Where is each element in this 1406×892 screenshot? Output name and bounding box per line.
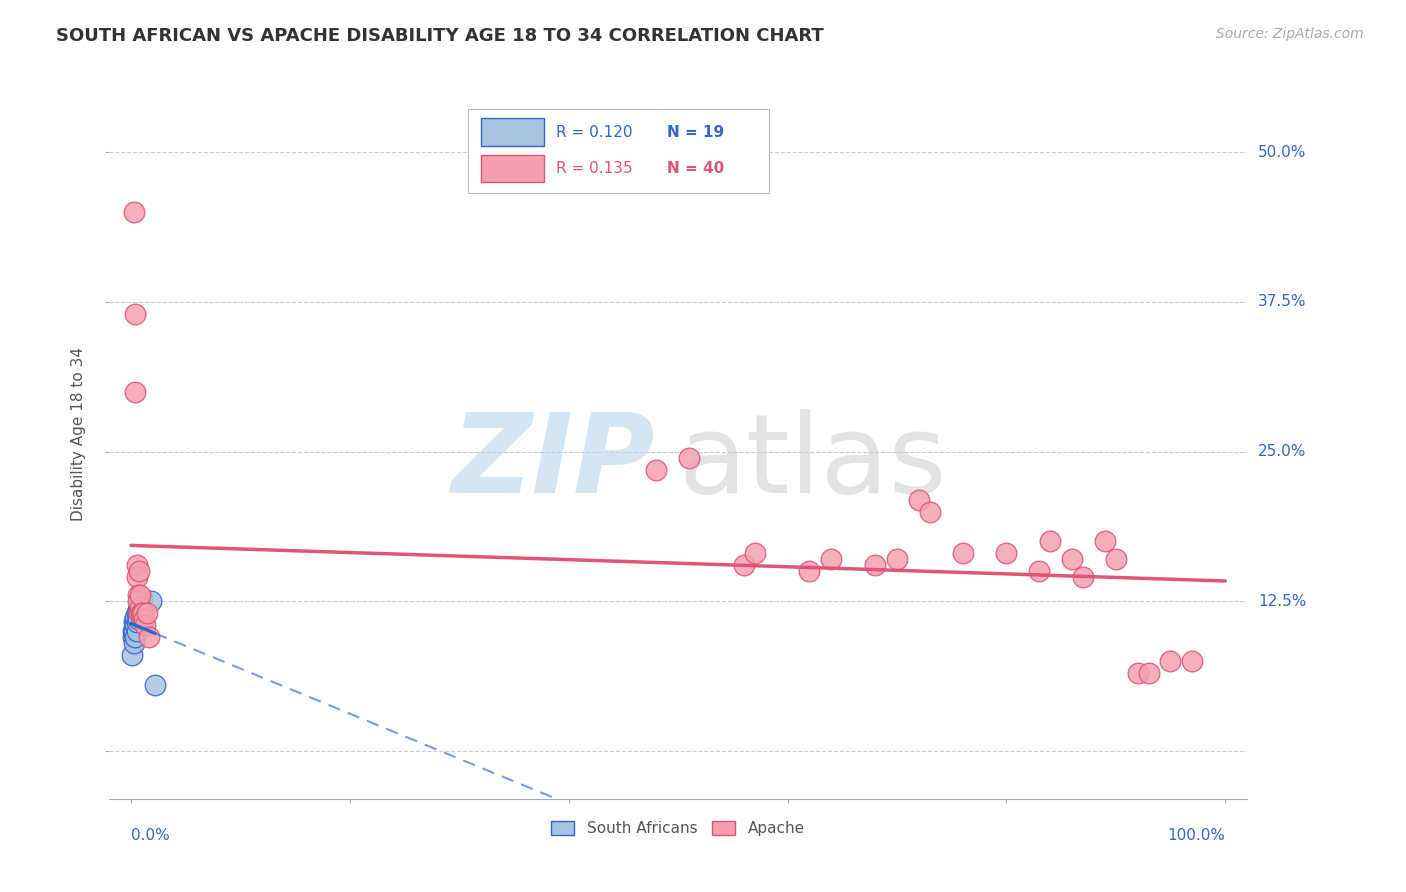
Point	[127, 612, 149, 626]
Point	[820, 552, 842, 566]
Point	[134, 612, 156, 626]
Point	[138, 630, 160, 644]
Point	[1137, 666, 1160, 681]
Point	[122, 630, 145, 644]
Point	[1071, 570, 1094, 584]
Text: R = 0.120: R = 0.120	[557, 125, 633, 139]
Point	[1181, 654, 1204, 668]
Point	[124, 205, 146, 219]
Point	[744, 546, 766, 560]
Point	[124, 636, 146, 650]
Point	[128, 600, 150, 615]
Text: N = 40: N = 40	[666, 161, 724, 176]
Text: 37.5%: 37.5%	[1258, 294, 1306, 310]
Point	[952, 546, 974, 560]
Point	[1094, 534, 1116, 549]
Text: 12.5%: 12.5%	[1258, 594, 1306, 609]
Point	[645, 462, 668, 476]
Point	[122, 624, 145, 639]
Point	[131, 607, 153, 621]
Point	[125, 570, 148, 584]
Text: N = 19: N = 19	[666, 125, 724, 139]
Point	[1028, 565, 1050, 579]
Text: Source: ZipAtlas.com: Source: ZipAtlas.com	[1216, 27, 1364, 41]
Legend: South Africans, Apache: South Africans, Apache	[546, 814, 811, 842]
Text: ZIP: ZIP	[451, 409, 655, 516]
Text: R = 0.135: R = 0.135	[557, 161, 633, 176]
Point	[128, 600, 150, 615]
Point	[124, 610, 146, 624]
Point	[995, 546, 1018, 560]
Text: 0.0%: 0.0%	[131, 828, 170, 843]
Point	[1126, 666, 1149, 681]
Point	[733, 558, 755, 573]
Point	[134, 618, 156, 632]
Point	[124, 618, 146, 632]
Point	[128, 565, 150, 579]
Point	[131, 591, 153, 605]
Text: 50.0%: 50.0%	[1258, 145, 1306, 160]
Text: 100.0%: 100.0%	[1167, 828, 1225, 843]
Point	[907, 492, 929, 507]
Point	[128, 588, 150, 602]
Bar	[481, 118, 544, 146]
Point	[125, 615, 148, 629]
Point	[121, 648, 143, 663]
Y-axis label: Disability Age 18 to 34: Disability Age 18 to 34	[72, 347, 86, 521]
Point	[127, 602, 149, 616]
Point	[129, 607, 152, 621]
Point	[136, 607, 159, 621]
Point	[125, 558, 148, 573]
Point	[128, 607, 150, 621]
Point	[127, 594, 149, 608]
Point	[125, 624, 148, 639]
Point	[124, 630, 146, 644]
Point	[886, 552, 908, 566]
Point	[863, 558, 886, 573]
Point	[124, 384, 146, 399]
Text: SOUTH AFRICAN VS APACHE DISABILITY AGE 18 TO 34 CORRELATION CHART: SOUTH AFRICAN VS APACHE DISABILITY AGE 1…	[56, 27, 824, 45]
Bar	[481, 154, 544, 183]
Point	[1060, 552, 1083, 566]
Point	[143, 678, 166, 692]
Text: 25.0%: 25.0%	[1258, 444, 1306, 459]
Point	[132, 607, 155, 621]
Point	[125, 607, 148, 621]
Point	[1159, 654, 1181, 668]
Text: atlas: atlas	[678, 409, 946, 516]
Point	[139, 594, 162, 608]
Point	[127, 588, 149, 602]
Bar	[468, 109, 769, 193]
Point	[128, 607, 150, 621]
Point	[124, 624, 146, 639]
Point	[124, 307, 146, 321]
Point	[124, 615, 146, 629]
Point	[799, 565, 821, 579]
Point	[678, 450, 700, 465]
Point	[1105, 552, 1128, 566]
Point	[918, 504, 941, 518]
Point	[1039, 534, 1062, 549]
